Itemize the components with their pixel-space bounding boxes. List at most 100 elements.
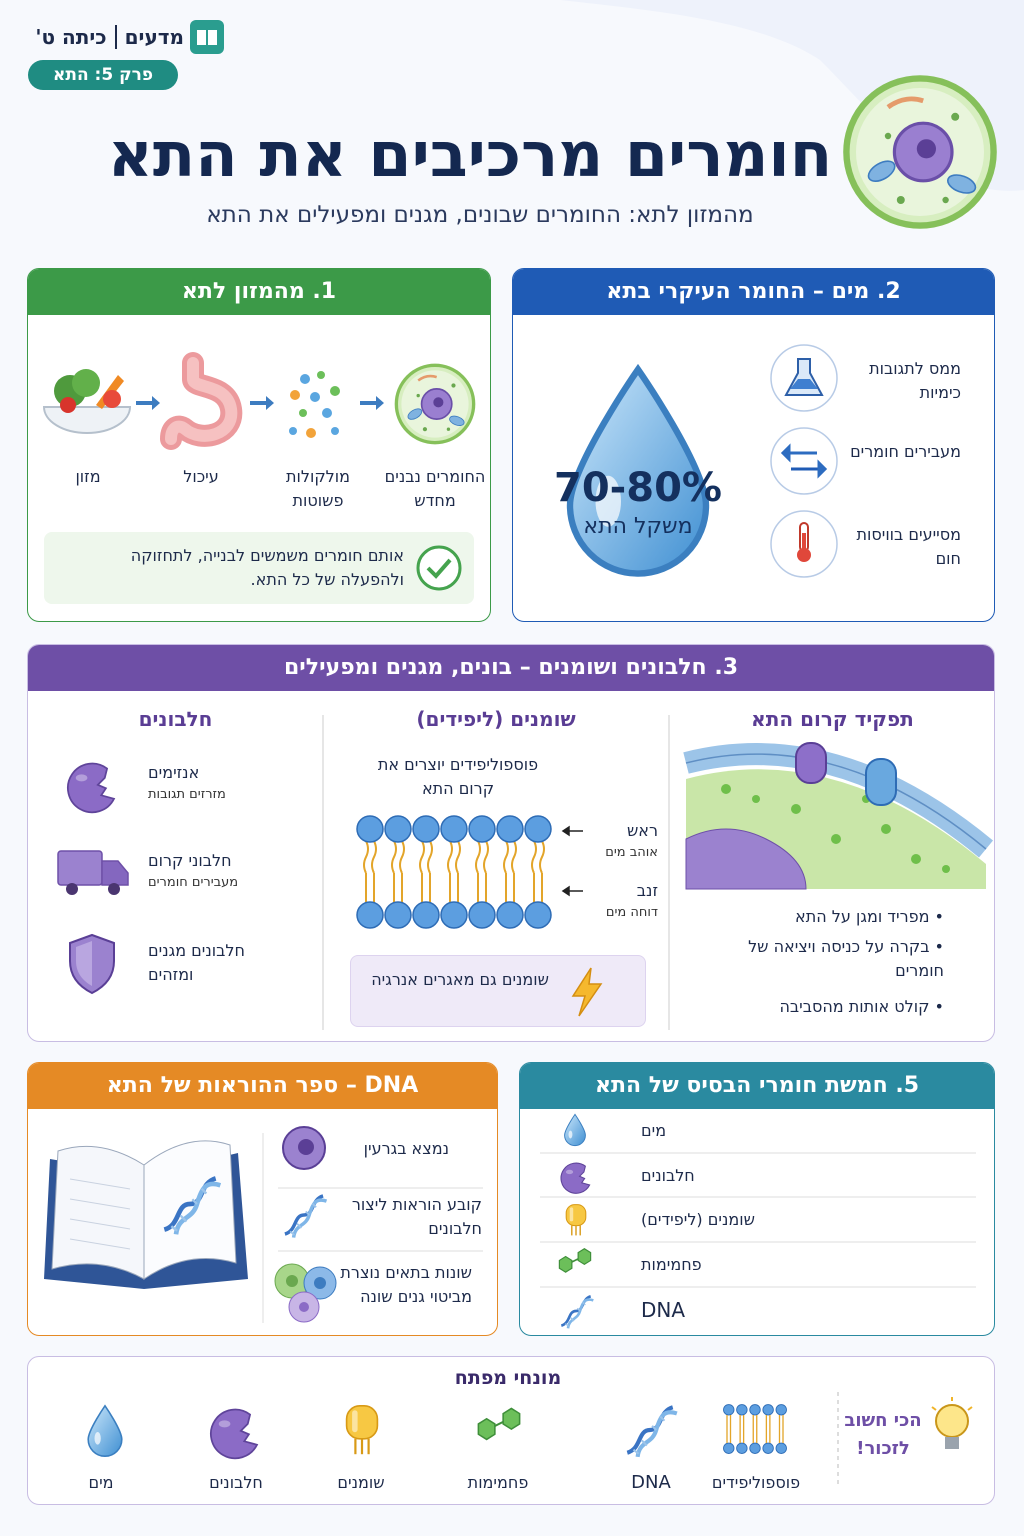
water-icon <box>564 1113 586 1147</box>
truck-icon <box>57 850 129 895</box>
membrane-illustration <box>683 742 994 890</box>
title: חומרים מרכיבים את התא <box>107 118 833 191</box>
column-title: תפקיד קרום התא <box>751 707 914 731</box>
energy-text: שומנים גם מאגרים אנרגיה <box>371 970 549 989</box>
book-icon <box>190 20 224 54</box>
basic-item: DNA <box>641 1298 686 1322</box>
protein-item: אנזימים מזרזים תגובות <box>148 761 308 805</box>
column-title: חלבונים <box>138 707 213 731</box>
membrane-point: • בקרה על כניסה ויציאה של חומרים <box>748 937 944 980</box>
cell-illustration <box>840 72 1000 232</box>
basic-item: מים <box>641 1121 667 1140</box>
lightning-icon <box>571 967 603 1017</box>
protein-description: מעבירים חומרים <box>148 875 239 890</box>
basic-item: פחמימות <box>641 1255 702 1274</box>
food-icon <box>42 369 132 434</box>
dna-fact: נמצא בגרעין <box>363 1139 449 1158</box>
protein-name: חלבונים מגנים <box>148 941 245 960</box>
tail-label: זנב <box>636 881 658 900</box>
note-box: אותם חומרים משמשים לבנייה, לתחזוקה ולהפע… <box>44 532 474 604</box>
head-note: אוהב מים <box>605 845 658 860</box>
water-icon <box>87 1404 123 1458</box>
role-icons <box>770 344 838 578</box>
dna-icon <box>618 1399 682 1461</box>
chapter-badge: פרק 5: התא <box>28 60 178 90</box>
divider <box>114 25 117 49</box>
protein-icon <box>209 1408 258 1460</box>
card-title: 1. מהמזון לתא <box>28 269 490 315</box>
step-label: עיכול <box>183 467 219 486</box>
key-term: חלבונים <box>209 1473 263 1492</box>
card-title: 3. חלבונים ושומנים – בונים, מגנים ומפעיל… <box>28 645 994 691</box>
proteins-lipids-card: 3. חלבונים ושומנים – בונים, מגנים ומפעיל… <box>27 644 995 1042</box>
cells-icon <box>274 1263 337 1323</box>
point-text: מפריד ומגן על התא <box>795 907 930 926</box>
key-term: פחמימות <box>467 1473 529 1492</box>
dna-fact: קובע הוראות ליצור חלבונים <box>351 1195 482 1238</box>
shield-icon <box>69 933 115 995</box>
enzyme-icon <box>66 762 115 814</box>
flow-arrows <box>136 396 384 410</box>
dna-dividers <box>262 1133 483 1323</box>
energy-note: שומנים גם מאגרים אנרגיה <box>350 955 646 1027</box>
bulb-icon <box>931 1397 973 1449</box>
step-label: מולקולות פשוטות <box>286 467 350 510</box>
protein-name: אנזימים <box>148 763 200 782</box>
row-lines <box>540 1152 976 1288</box>
tail-note: דוחה מים <box>605 905 658 920</box>
reminder: הכי חשוב לזכור! <box>844 1410 922 1459</box>
step-label: החומרים נבנים מחדש <box>384 467 486 510</box>
protein-description: מזרזים תגובות <box>148 787 226 802</box>
water-role: מעבירים חומרים <box>850 442 961 461</box>
card-title: 5. חמשת חומרי הבסיס של התא <box>520 1063 994 1109</box>
carb-icon <box>558 1247 592 1274</box>
protein-item: חלבוני קרום מעבירים חומרים <box>148 849 308 893</box>
lipids-text: פוספוליפידים יוצרים את קרום התא <box>377 755 539 798</box>
head-label: ראש <box>626 821 658 840</box>
grade: כיתה ט' <box>35 25 107 49</box>
water-role: מסייעים בוויסות חום <box>856 525 961 568</box>
point-text: בקרה על כניסה ויציאה של חומרים <box>748 937 944 980</box>
membrane-point: • מפריד ומגן על התא <box>795 907 944 926</box>
key-term: שומנים <box>337 1473 385 1492</box>
subject: מדעים <box>124 25 184 49</box>
key-terms-title: מונחי מפתח <box>454 1367 562 1389</box>
food-to-cell-card: 1. מהמזון לתא מזון עיכול מולקולות פשוטות… <box>27 268 491 622</box>
protein-name: חלבוני קרום <box>148 851 232 870</box>
fat-icon <box>345 1404 379 1456</box>
card-title: DNA – ספר ההוראות של התא <box>28 1063 497 1109</box>
protein-icon <box>560 1162 591 1194</box>
dna-card: DNA – ספר ההוראות של התא נמצא בגרעין קוב… <box>27 1062 498 1336</box>
label-arrows <box>561 825 583 897</box>
dna-fact: שונות בתאים נוצרת מביטוי גנים שונה <box>340 1263 472 1306</box>
stomach-icon <box>160 352 243 450</box>
phospholipid-icon <box>722 1403 788 1455</box>
key-term: DNA <box>631 1472 671 1493</box>
five-basics-card: 5. חמשת חומרי הבסיס של התא מים חלבונים ש… <box>519 1062 995 1336</box>
point-text: קולט אותות מהסביבה <box>779 997 930 1016</box>
subject-line: מדעים כיתה ט' <box>24 20 184 54</box>
book-illustration <box>44 1140 248 1289</box>
fat-icon <box>565 1203 587 1237</box>
carb-icon <box>477 1407 521 1441</box>
basic-item: שומנים (ליפידים) <box>641 1210 755 1229</box>
key-terms-card: מונחי מפתח הכי חשוב לזכור! פוספוליפידים … <box>27 1356 995 1505</box>
key-term: פוספוליפידים <box>711 1473 801 1492</box>
basic-item: חלבונים <box>641 1166 695 1185</box>
molecules-icon <box>289 371 340 438</box>
dna-icon <box>559 1295 595 1330</box>
water-percent-label: משקל התא <box>583 514 693 539</box>
column-title: שומנים (ליפידים) <box>416 707 576 731</box>
column-dividers <box>322 715 670 1030</box>
check-icon <box>416 545 462 591</box>
membrane-point: • קולט אותות מהסביבה <box>779 997 944 1016</box>
water-percent: 70-80% <box>553 465 722 511</box>
card-title: 2. מים – החומר העיקרי בתא <box>513 269 994 315</box>
key-term: מים <box>88 1473 114 1492</box>
dna-icon <box>283 1194 329 1240</box>
water-role: ממס לתגובות כימיות <box>869 359 961 402</box>
nucleus-icon <box>282 1126 326 1170</box>
note-text: אותם חומרים משמשים לבנייה, לתחזוקה ולהפע… <box>130 546 404 589</box>
protein-item: חלבונים מגנים ומזהים <box>148 939 308 987</box>
